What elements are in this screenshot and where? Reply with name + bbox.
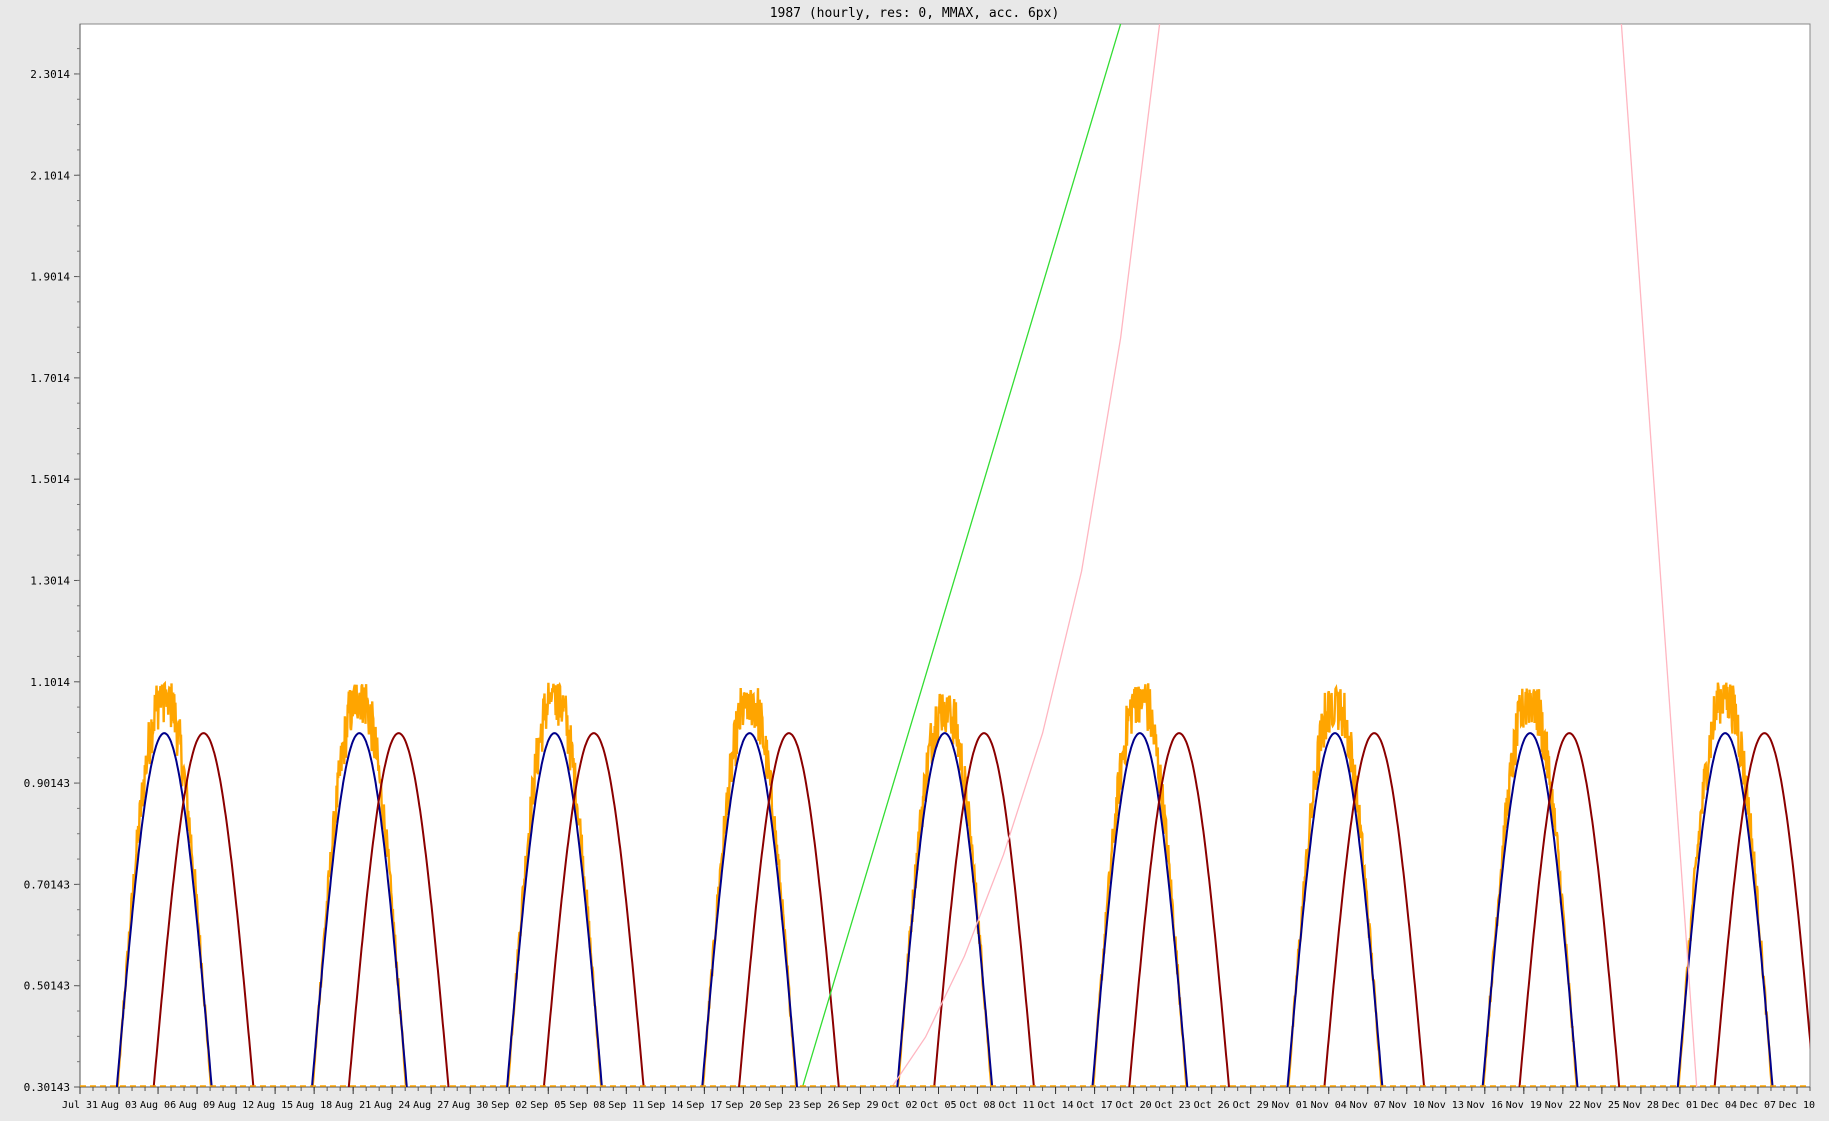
y-tick-label: 2.3014 xyxy=(30,68,70,81)
x-tick-label: Aug 21 xyxy=(335,1100,371,1111)
series-arch xyxy=(1713,732,1810,1087)
x-tick-label: Oct 02 xyxy=(881,1100,917,1111)
series-arch-noisy xyxy=(116,680,213,1087)
series-arch xyxy=(1676,732,1774,1087)
x-tick-label: Sep 17 xyxy=(686,1100,722,1111)
series-arch xyxy=(152,732,255,1087)
x-tick-label: Oct 20 xyxy=(1116,1100,1152,1111)
x-tick-label: Nov 25 xyxy=(1584,1100,1620,1111)
x-tick-label: Aug 03 xyxy=(101,1100,137,1111)
x-tick-label: Oct 08 xyxy=(959,1100,995,1111)
series-arch-noisy xyxy=(896,693,993,1087)
x-tick-label: Aug 18 xyxy=(296,1100,332,1111)
series-arch xyxy=(506,732,603,1087)
series-arch xyxy=(1323,732,1426,1087)
x-tick-label: Oct 29 xyxy=(1233,1100,1269,1111)
x-tick-label: Nov 07 xyxy=(1350,1100,1386,1111)
x-tick-label: Jul 31 xyxy=(62,1100,98,1111)
x-tick-label: Dec 01 xyxy=(1662,1100,1698,1111)
x-tick-label: Dec 07 xyxy=(1740,1100,1776,1111)
x-tick-label: Sep 26 xyxy=(803,1100,839,1111)
series-arch-noisy xyxy=(1091,683,1188,1087)
x-tick-label: Nov 22 xyxy=(1545,1100,1581,1111)
x-tick-label: Aug 06 xyxy=(140,1100,176,1111)
series-arch xyxy=(542,732,645,1087)
x-tick-label: Aug 30 xyxy=(452,1100,488,1111)
x-tick-label: Nov 16 xyxy=(1467,1100,1503,1111)
series-group xyxy=(80,24,1810,1087)
x-tick-label: Oct 26 xyxy=(1194,1100,1230,1111)
series-arch xyxy=(1091,732,1189,1087)
series-arch xyxy=(738,732,840,1087)
x-tick-label: Sep 02 xyxy=(491,1100,527,1111)
y-tick-label: 1.9014 xyxy=(30,271,70,284)
series-arch xyxy=(1481,732,1579,1087)
series-arch xyxy=(347,732,450,1087)
x-tick-label: Sep 08 xyxy=(569,1100,605,1111)
series-arch xyxy=(933,732,1035,1087)
series-line xyxy=(1620,24,1698,1087)
y-tick-label: 1.7014 xyxy=(30,372,70,385)
series-arch xyxy=(1286,732,1384,1087)
x-tick-label: Nov 04 xyxy=(1311,1100,1347,1111)
series-arch xyxy=(1518,732,1621,1087)
y-tick-label: 1.1014 xyxy=(30,676,70,689)
x-tick-label: Aug 15 xyxy=(257,1100,293,1111)
y-tick-label: 0.30143 xyxy=(24,1081,70,1094)
x-tick-label: Nov 10 xyxy=(1389,1100,1425,1111)
y-tick-label: 0.90143 xyxy=(24,777,70,790)
y-axis: 0.30143 0.50143 0.70143 0.90143 1.1014 1.3014… xyxy=(24,24,81,1094)
series-line xyxy=(801,24,1122,1087)
y-tick-label: 1.5014 xyxy=(30,473,70,486)
x-tick-label: Aug 24 xyxy=(374,1100,410,1111)
x-tick-label: Nov 13 xyxy=(1428,1100,1464,1111)
x-tick-label: Nov 28 xyxy=(1623,1100,1659,1111)
x-tick-label: Aug 12 xyxy=(218,1100,254,1111)
x-tick-label: Oct 17 xyxy=(1077,1100,1113,1111)
chart-title: 1987 (hourly, res: 0, MMAX, acc. 6px) xyxy=(770,6,1060,21)
x-tick-label: Aug 27 xyxy=(413,1100,449,1111)
x-tick-label: Dec 10 xyxy=(1779,1100,1815,1111)
plot-area xyxy=(79,23,1811,1088)
x-tick-label: Nov 19 xyxy=(1506,1100,1542,1111)
series-arch xyxy=(115,732,213,1087)
x-tick-label: Oct 14 xyxy=(1038,1100,1074,1111)
series-line xyxy=(891,24,1161,1087)
series-arch xyxy=(896,732,994,1087)
series-arch xyxy=(1128,732,1230,1087)
series-layer xyxy=(80,24,1810,1087)
x-tick-label: Sep 05 xyxy=(530,1100,566,1111)
x-tick-label: Oct 23 xyxy=(1155,1100,1191,1111)
x-tick-label: Aug 09 xyxy=(179,1100,215,1111)
x-tick-label: Sep 23 xyxy=(764,1100,800,1111)
x-axis: Jul 31 Aug 03 Aug 06 Aug 09 Aug 12 Aug 15 Aug … xyxy=(62,1086,1815,1111)
x-tick-label: Dec 04 xyxy=(1701,1100,1737,1111)
y-tick-label: 0.70143 xyxy=(24,878,70,891)
y-tick-label: 2.1014 xyxy=(30,169,70,182)
y-tick-label: 1.3014 xyxy=(30,574,70,587)
x-tick-label: Sep 14 xyxy=(647,1100,683,1111)
series-arch xyxy=(701,732,798,1087)
x-tick-label: Oct 05 xyxy=(920,1100,956,1111)
x-tick-label: Oct 11 xyxy=(998,1100,1034,1111)
y-tick-label: 0.50143 xyxy=(24,980,70,993)
x-tick-label: Nov 01 xyxy=(1272,1100,1308,1111)
series-arch-noisy xyxy=(311,684,408,1087)
series-arch-noisy xyxy=(1677,682,1774,1087)
x-tick-label: Sep 11 xyxy=(608,1100,644,1111)
x-tick-label: Sep 29 xyxy=(842,1100,878,1111)
series-arch xyxy=(311,732,408,1087)
x-tick-label: Sep 20 xyxy=(725,1100,761,1111)
series-arch-noisy xyxy=(1482,688,1579,1087)
series-arch-noisy xyxy=(1286,684,1383,1087)
